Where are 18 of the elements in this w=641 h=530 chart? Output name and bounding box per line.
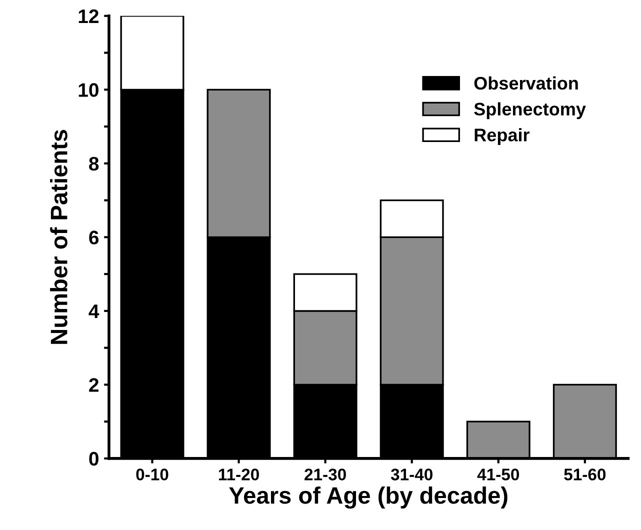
y-tick-label: 2 <box>89 378 98 392</box>
x-axis-title: Years of Age (by decade) <box>229 486 508 509</box>
x-tick-label: 31-40 <box>390 468 432 480</box>
y-tick-label: 0 <box>89 452 98 466</box>
y-tick-label: 12 <box>78 9 98 23</box>
y-tick-label: 8 <box>89 156 99 171</box>
legend-label: Splenectomy <box>474 102 586 120</box>
x-tick-label: 0-10 <box>136 468 168 480</box>
x-tick-label: 11-20 <box>218 468 259 480</box>
x-tick-label: 21-30 <box>304 468 346 480</box>
x-tick-label: 41-50 <box>477 468 520 480</box>
y-tick-label: 4 <box>88 304 100 318</box>
y-tick-label: 6 <box>89 230 99 244</box>
x-tick-label: 51-60 <box>564 468 606 480</box>
y-tick-label: 10 <box>78 83 98 97</box>
legend-label: Repair <box>474 128 530 145</box>
legend-label: Observation <box>474 76 578 90</box>
y-axis-title: Number of Patients <box>50 130 68 344</box>
